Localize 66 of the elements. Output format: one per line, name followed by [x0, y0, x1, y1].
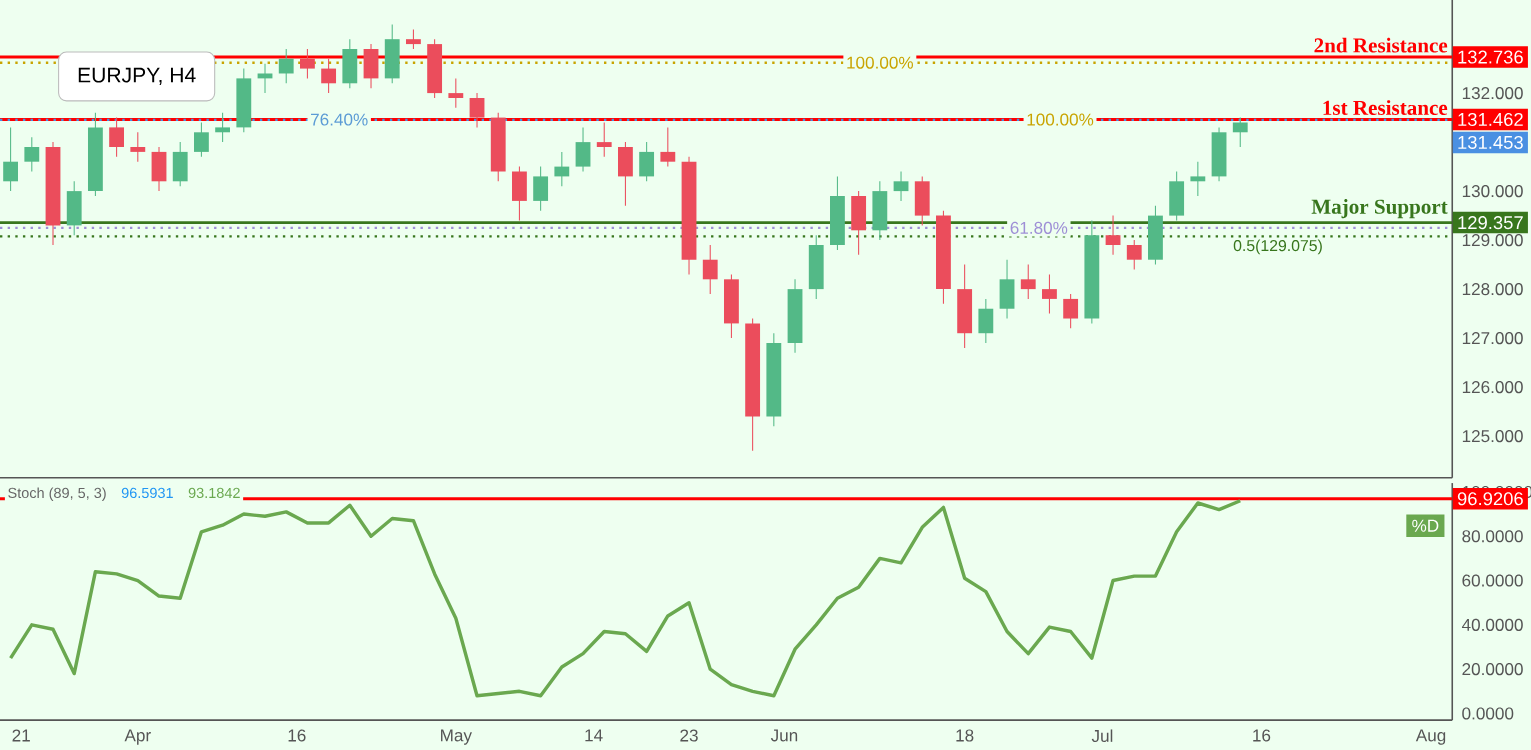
- x-tick-label: May: [441, 729, 472, 745]
- x-tick-label: 16: [288, 729, 306, 742]
- candlestick: [24, 136, 40, 172]
- ref-line-label: 2nd Resistance: [1314, 37, 1448, 53]
- candlestick: [554, 151, 570, 187]
- annotation: 100.00%: [1027, 113, 1094, 126]
- candlestick: [1063, 293, 1079, 329]
- y-tick-label: 126.000: [1462, 381, 1523, 394]
- candlestick: [1190, 161, 1206, 197]
- annotation: 93.1842: [188, 487, 240, 498]
- ref-line-label: 1st Resistance: [1323, 100, 1448, 115]
- candlestick: [660, 126, 676, 168]
- y-tick-label: 130.000: [1462, 185, 1523, 198]
- text: %D: [1412, 519, 1439, 532]
- candlestick: [596, 121, 612, 158]
- candlestick: [448, 77, 464, 109]
- y-tick-label: 128.000: [1462, 283, 1523, 296]
- candlestick: [215, 112, 231, 143]
- candlestick: [1042, 273, 1057, 315]
- text: EURJPY, H4: [78, 67, 196, 85]
- candlestick: [321, 58, 337, 94]
- ref-line-label: Major Support: [1311, 198, 1448, 219]
- y-tick-label: 20.0000: [1462, 663, 1523, 676]
- text: 132.736: [1458, 50, 1523, 64]
- candlestick: [1232, 117, 1248, 148]
- y-tick-label: 60.0000: [1462, 574, 1523, 587]
- candlestick: [257, 63, 273, 94]
- text: 129.357: [1458, 216, 1523, 230]
- x-tick-label: 21: [12, 729, 30, 742]
- y-tick-label: 40.0000: [1461, 618, 1523, 631]
- annotation: 100.00%: [847, 56, 914, 69]
- candlestick: [893, 170, 909, 202]
- candlestick: [278, 48, 294, 84]
- y-tick-label: 132.000: [1462, 86, 1523, 100]
- x-tick-label: 23: [680, 729, 698, 742]
- line-series: [8, 499, 1242, 698]
- x-tick-label: 18: [956, 729, 974, 742]
- candlestick: [109, 117, 125, 158]
- candlestick: [3, 126, 19, 192]
- text: 131.453: [1458, 135, 1523, 149]
- candlestick: [1126, 239, 1142, 270]
- candlestick: [1105, 215, 1121, 256]
- y-tick-label: 0.0000: [1462, 707, 1514, 720]
- y-tick-label: 125.000: [1462, 430, 1523, 443]
- candlestick: [406, 28, 421, 50]
- annotation: Stoch (89, 5, 3): [8, 487, 106, 501]
- text: 131.462: [1458, 112, 1523, 126]
- x-tick-label: 16: [1253, 729, 1271, 742]
- annotation: 96.5931: [121, 487, 173, 498]
- x-tick-label: Jul: [1091, 729, 1113, 742]
- y-tick-label: 80.0000: [1462, 530, 1523, 543]
- annotation: 61.80%: [1010, 221, 1068, 234]
- x-tick-label: Jun: [770, 729, 798, 742]
- x-tick-label: Aug: [1415, 729, 1446, 745]
- annotation: 76.40%: [311, 113, 368, 126]
- x-tick-label: Apr: [124, 729, 151, 745]
- x-tick-label: 14: [585, 729, 603, 742]
- candlestick: [1020, 264, 1036, 300]
- y-tick-label: 129.000: [1462, 234, 1523, 247]
- y-tick-label: 127.000: [1462, 332, 1523, 345]
- candlestick: [702, 244, 718, 295]
- candlestick: [193, 121, 209, 158]
- candlestick: [130, 131, 146, 163]
- candlestick: [299, 48, 315, 79]
- ref-line-label: 0.5(129.075): [1233, 239, 1322, 255]
- candlestick: [469, 92, 485, 128]
